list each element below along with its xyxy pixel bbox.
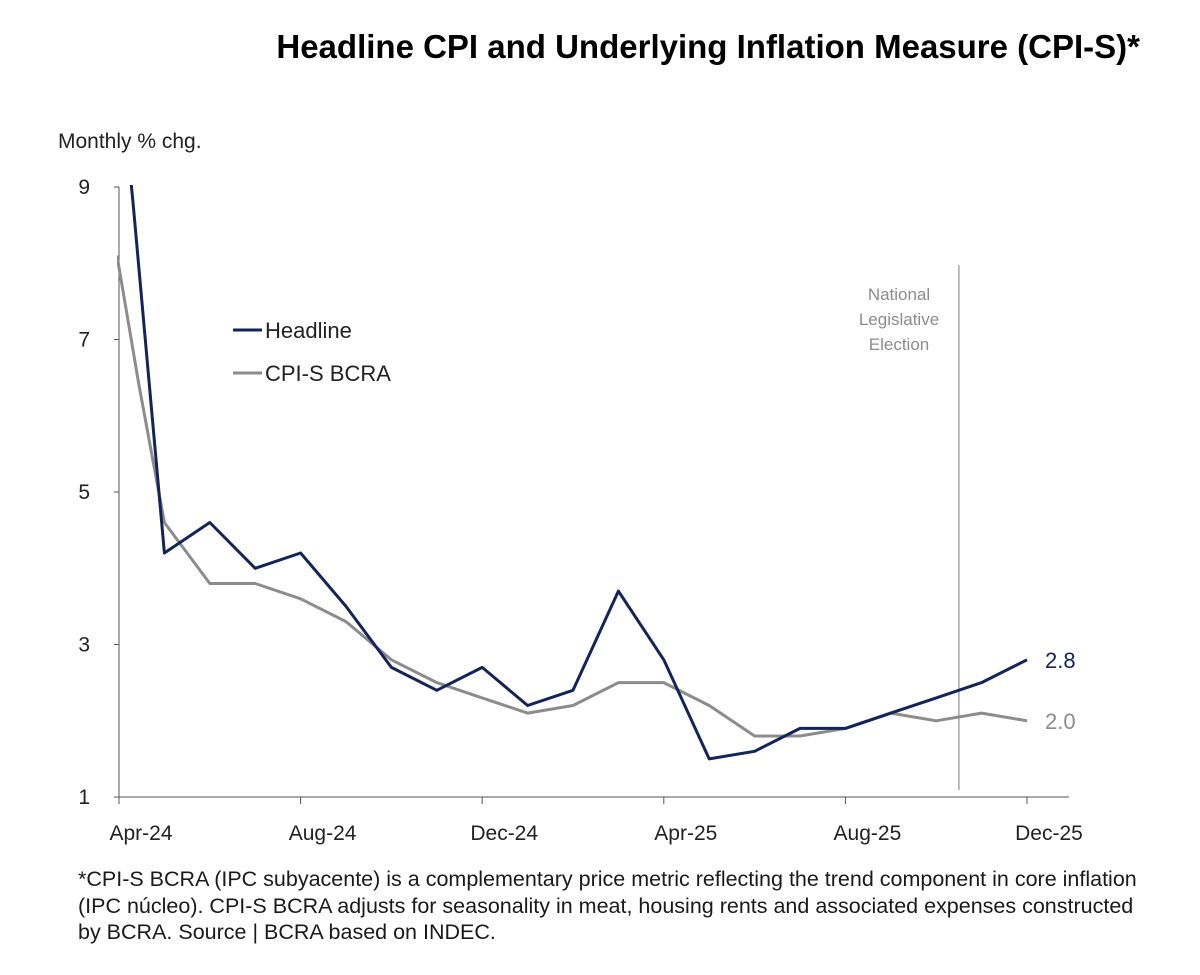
y-tick-label: 7 [78, 329, 90, 352]
x-tick-label: Dec-25 [1015, 822, 1083, 845]
chart-title: Headline CPI and Underlying Inflation Me… [276, 28, 1140, 65]
y-axis-label: Monthly % chg. [58, 130, 202, 153]
x-tick-label: Apr-24 [109, 822, 172, 845]
end-label-cpi-s-bcra: 2.0 [1045, 709, 1076, 734]
legend-label: CPI-S BCRA [265, 361, 391, 386]
y-tick-label: 5 [78, 481, 90, 504]
x-tick-label: Aug-25 [834, 822, 902, 845]
footnote: *CPI-S BCRA (IPC subyacente) is a comple… [78, 867, 1137, 944]
election-annotation-text: Election [869, 335, 929, 354]
x-tick-label: Dec-24 [470, 822, 538, 845]
series-group [117, 185, 1028, 761]
election-annotation-text: Legislative [859, 310, 939, 329]
y-tick-label: 9 [78, 176, 90, 199]
axes: 1 3 5 7 9 Apr-24 Aug-24 Dec-24 Apr-25 Aug-25 Dec-2… [78, 176, 1083, 845]
x-tick-label: Apr-25 [654, 822, 717, 845]
election-annotation-text: National [868, 285, 930, 304]
end-labels: 2.8 2.0 [1045, 648, 1076, 734]
line-chart: Monthly % chg. 1 3 5 7 9 Apr-24 Aug-24 Dec-24 Ap… [58, 130, 1083, 845]
legend: Headline CPI-S BCRA [233, 318, 391, 386]
series-line-headline [129, 185, 1028, 761]
election-annotation: National Legislative Election [859, 265, 960, 790]
legend-label: Headline [265, 318, 352, 343]
end-label-headline: 2.8 [1045, 648, 1076, 673]
y-tick-label: 3 [78, 634, 90, 657]
y-tick-label: 1 [78, 786, 90, 809]
x-tick-label: Aug-24 [289, 822, 357, 845]
